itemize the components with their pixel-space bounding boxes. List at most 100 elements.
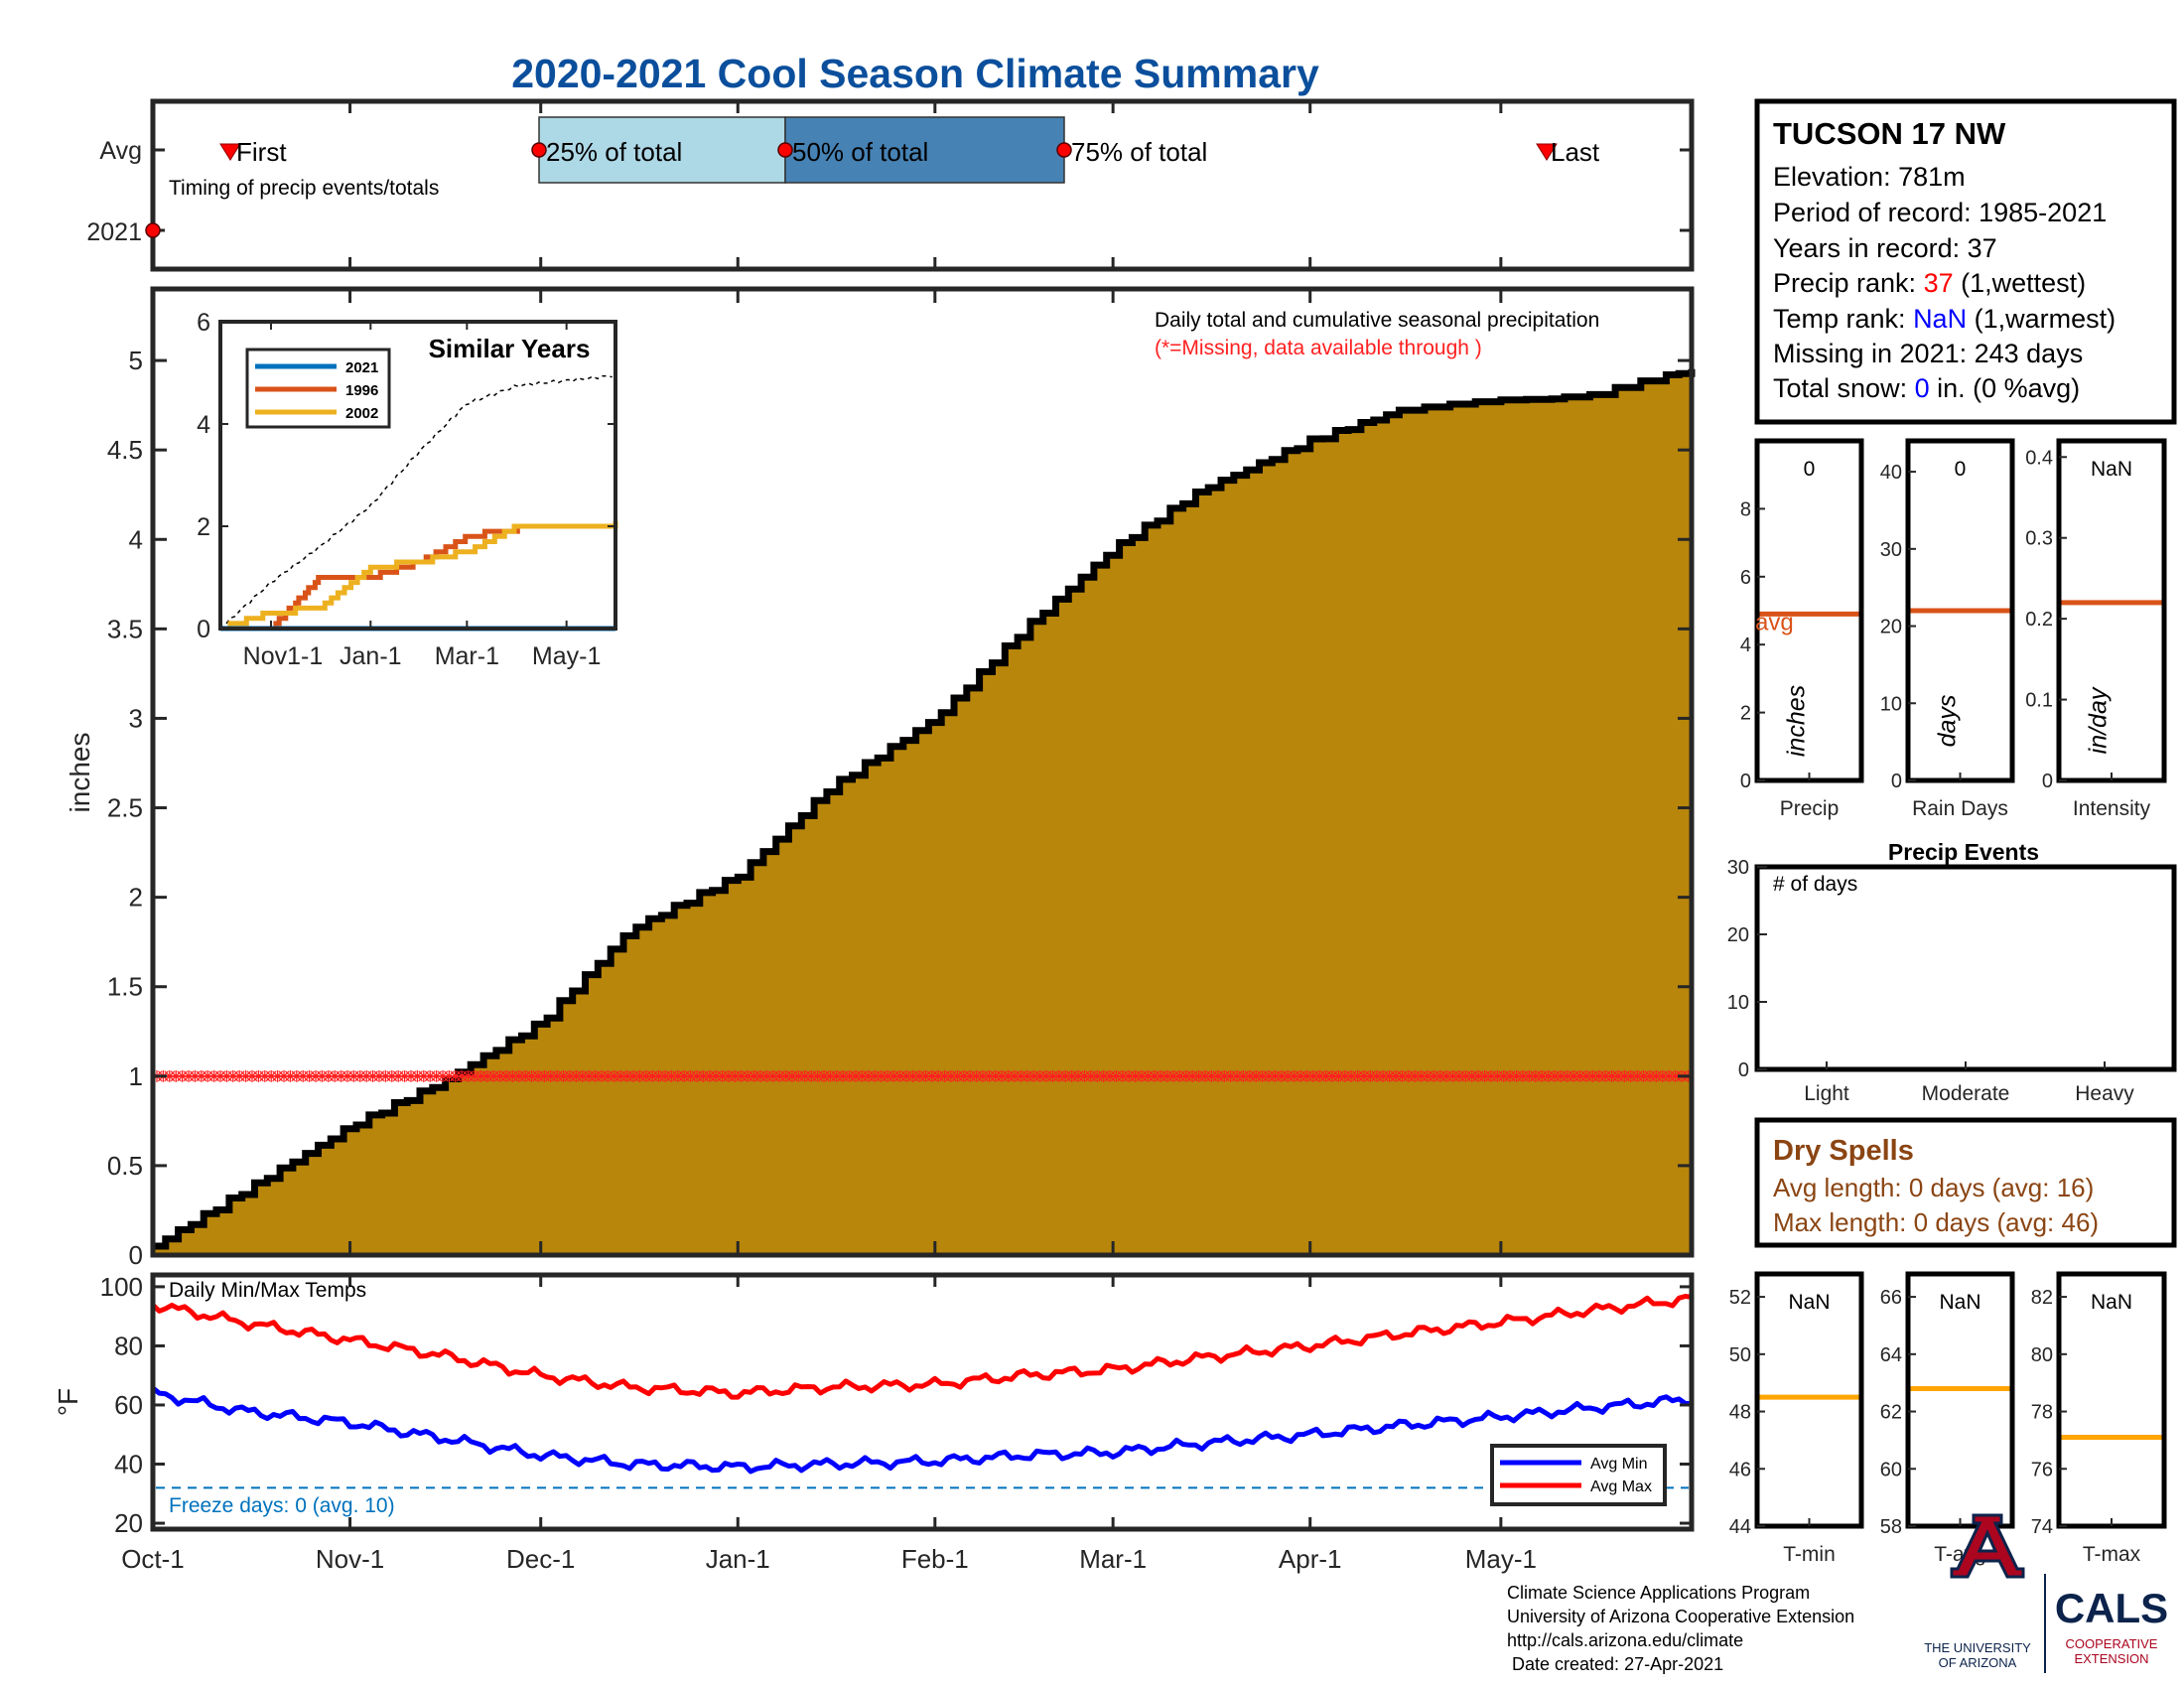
temperature-panel: 20 40 60 80 100 Oct-1 Nov-1 Dec-1 Jan-1 Feb-1 Mar… (53, 1272, 1695, 1574)
rain-days-y-tick-label: 30 (1880, 539, 1902, 561)
x-tick-label: Oct-1 (121, 1544, 185, 1574)
q25-marker (531, 142, 547, 158)
rain-days-y-tick-label: 10 (1880, 693, 1902, 715)
first-marker (219, 143, 241, 161)
inset-x-axis: Nov1-1 Jan-1 Mar-1 May-1 (243, 322, 601, 670)
panel-rain-days: 0 10 20 30 40 0 Rain Days days (1880, 438, 2015, 820)
main-y-tick-label: 0.5 (107, 1151, 143, 1181)
main-x-ticks (151, 289, 1503, 1255)
main-y-tick-label: 1.5 (107, 972, 143, 1002)
tavg-y-tick-label: 58 (1880, 1516, 1902, 1538)
precip-y-tick-label: 8 (1740, 498, 1751, 520)
events-y-tick-label: 10 (1727, 992, 1749, 1014)
precip-events-ylabel: # of days (1773, 873, 1857, 896)
panel-tmax: 74 76 78 80 82 NaN T-max (2031, 1271, 2167, 1566)
temp-title: Daily Min/Max Temps (169, 1279, 366, 1302)
temp-y-tick-label: 100 (100, 1272, 143, 1302)
legend-label-1996: 1996 (345, 382, 378, 399)
events-y-tick-label: 0 (1738, 1059, 1749, 1081)
temp-y-tick-label: 20 (114, 1508, 143, 1538)
main-y-label: inches (65, 733, 95, 813)
rain-days-y-tick-label: 40 (1880, 462, 1902, 484)
inset-average-line (219, 374, 613, 630)
temp-frame (150, 1272, 1695, 1532)
tmax-y-tick-label: 78 (2031, 1402, 2053, 1424)
quartile-band-25-50 (538, 116, 786, 184)
tavg-value: NaN (1939, 1291, 1980, 1314)
timing-caption: Timing of precip events/totals (169, 177, 439, 200)
tmin-label: T-min (1783, 1543, 1836, 1566)
tmin-value: NaN (1788, 1291, 1830, 1314)
tmax-label: T-max (2083, 1543, 2141, 1566)
main-y-tick-label: 2 (129, 883, 143, 913)
main-y-tick-label: 0 (129, 1240, 143, 1270)
panel-intensity: 0 0.1 0.2 0.3 0.4 NaN Intensity in/day (2025, 438, 2167, 820)
year-2021-marker (145, 222, 161, 238)
precip-avg-label: avg (1755, 609, 1794, 635)
inset-y-tick-label: 4 (197, 411, 210, 439)
timing-avg-label: Avg (99, 137, 142, 165)
temp-y-tick-label: 40 (114, 1450, 143, 1479)
footer-line1: Climate Science Applications Program (1507, 1583, 1810, 1603)
tavg-y-tick-label: 64 (1880, 1344, 1902, 1366)
inset-x-tick-label: May-1 (532, 642, 601, 670)
cals-line2: EXTENSION (2074, 1651, 2148, 1666)
tmax-y-tick-label: 82 (2031, 1287, 2053, 1309)
precip-value: 0 (1804, 458, 1816, 481)
block-a-icon (1950, 1513, 2025, 1579)
main-y-tick-label: 4 (129, 524, 143, 554)
temp-x-axis: Oct-1 Nov-1 Dec-1 Jan-1 Feb-1 Mar-1 Apr-1 May-1 (121, 1275, 1537, 1574)
precip-unit-label: inches (1782, 685, 1810, 757)
intensity-y-tick-label: 0.1 (2025, 690, 2053, 712)
events-y-tick-label: 30 (1727, 857, 1749, 879)
intensity-y-tick-label: 0 (2042, 771, 2053, 792)
x-tick-label: Nov-1 (316, 1544, 384, 1574)
panel-tmin: 44 46 48 50 52 NaN T-min (1729, 1271, 1864, 1566)
precip-y-tick-label: 4 (1740, 634, 1751, 656)
x-tick-label: Apr-1 (1279, 1544, 1342, 1574)
x-tick-label: Jan-1 (706, 1544, 770, 1574)
tavg-y-tick-label: 60 (1880, 1459, 1902, 1480)
last-label: Last (1551, 137, 1600, 167)
similar-years-inset: 0 2 4 6 Nov1-1 Jan-1 Mar-1 May-1 Similar Years… (197, 309, 618, 670)
tmin-y-tick-label: 46 (1729, 1459, 1751, 1480)
cals-line1: COOPERATIVE (2066, 1636, 2158, 1651)
x-tick-label: May-1 (1465, 1544, 1537, 1574)
q25-label: 25% of total (546, 137, 682, 167)
main-y-axis: 0 0.5 1 1.5 2 2.5 3 3.5 4 4.5 5 (107, 346, 1692, 1270)
station-missing: Missing in 2021: 243 days (1773, 339, 2083, 368)
station-elevation: Elevation: 781m (1773, 162, 1966, 192)
legend-label-2002: 2002 (345, 405, 378, 422)
intensity-value: NaN (2091, 458, 2132, 481)
tmax-y-tick-label: 76 (2031, 1459, 2053, 1480)
q50-marker (777, 142, 793, 158)
precip-label: Precip (1780, 797, 1840, 820)
events-y-tick-label: 20 (1727, 924, 1749, 946)
station-temp-rank: Temp rank: NaN (1,warmest) (1773, 304, 2116, 334)
temp-y-tick-label: 60 (114, 1390, 143, 1420)
tavg-y-tick-label: 62 (1880, 1402, 1902, 1424)
footer-line2: University of Arizona Cooperative Extens… (1507, 1607, 1854, 1626)
tmin-y-tick-label: 48 (1729, 1402, 1751, 1424)
station-info-box: TUCSON 17 NW Elevation: 781m Period of r… (1754, 98, 2177, 425)
inset-x-tick-label: Mar-1 (435, 642, 499, 670)
intensity-label: Intensity (2073, 797, 2151, 820)
quartile-band-50-75 (784, 116, 1065, 184)
cumulative-precip-edge (152, 368, 1696, 1250)
inset-series-2002 (220, 520, 618, 632)
legend-label-2021: 2021 (345, 359, 378, 376)
tmax-y-tick-label: 74 (2031, 1516, 2053, 1538)
missing-data-markers (151, 1069, 1694, 1082)
precip-events-title: Precip Events (1888, 839, 2039, 865)
ua-line1: THE UNIVERSITY (1924, 1640, 2031, 1655)
university-of-arizona-logo: THE UNIVERSITY OF ARIZONA CALS COOPERATI… (1924, 1513, 2168, 1673)
rain-days-value: 0 (1955, 458, 1967, 481)
main-legend-line1: Daily total and cumulative seasonal prec… (1155, 309, 1599, 332)
dry-spells-avg-length: Avg length: 0 days (avg: 16) (1773, 1173, 2094, 1202)
temp-y-label: °F (53, 1388, 83, 1416)
x-tick-label: Feb-1 (901, 1544, 969, 1574)
main-frame (150, 286, 1695, 1258)
intensity-y-tick-label: 0.2 (2025, 609, 2053, 631)
